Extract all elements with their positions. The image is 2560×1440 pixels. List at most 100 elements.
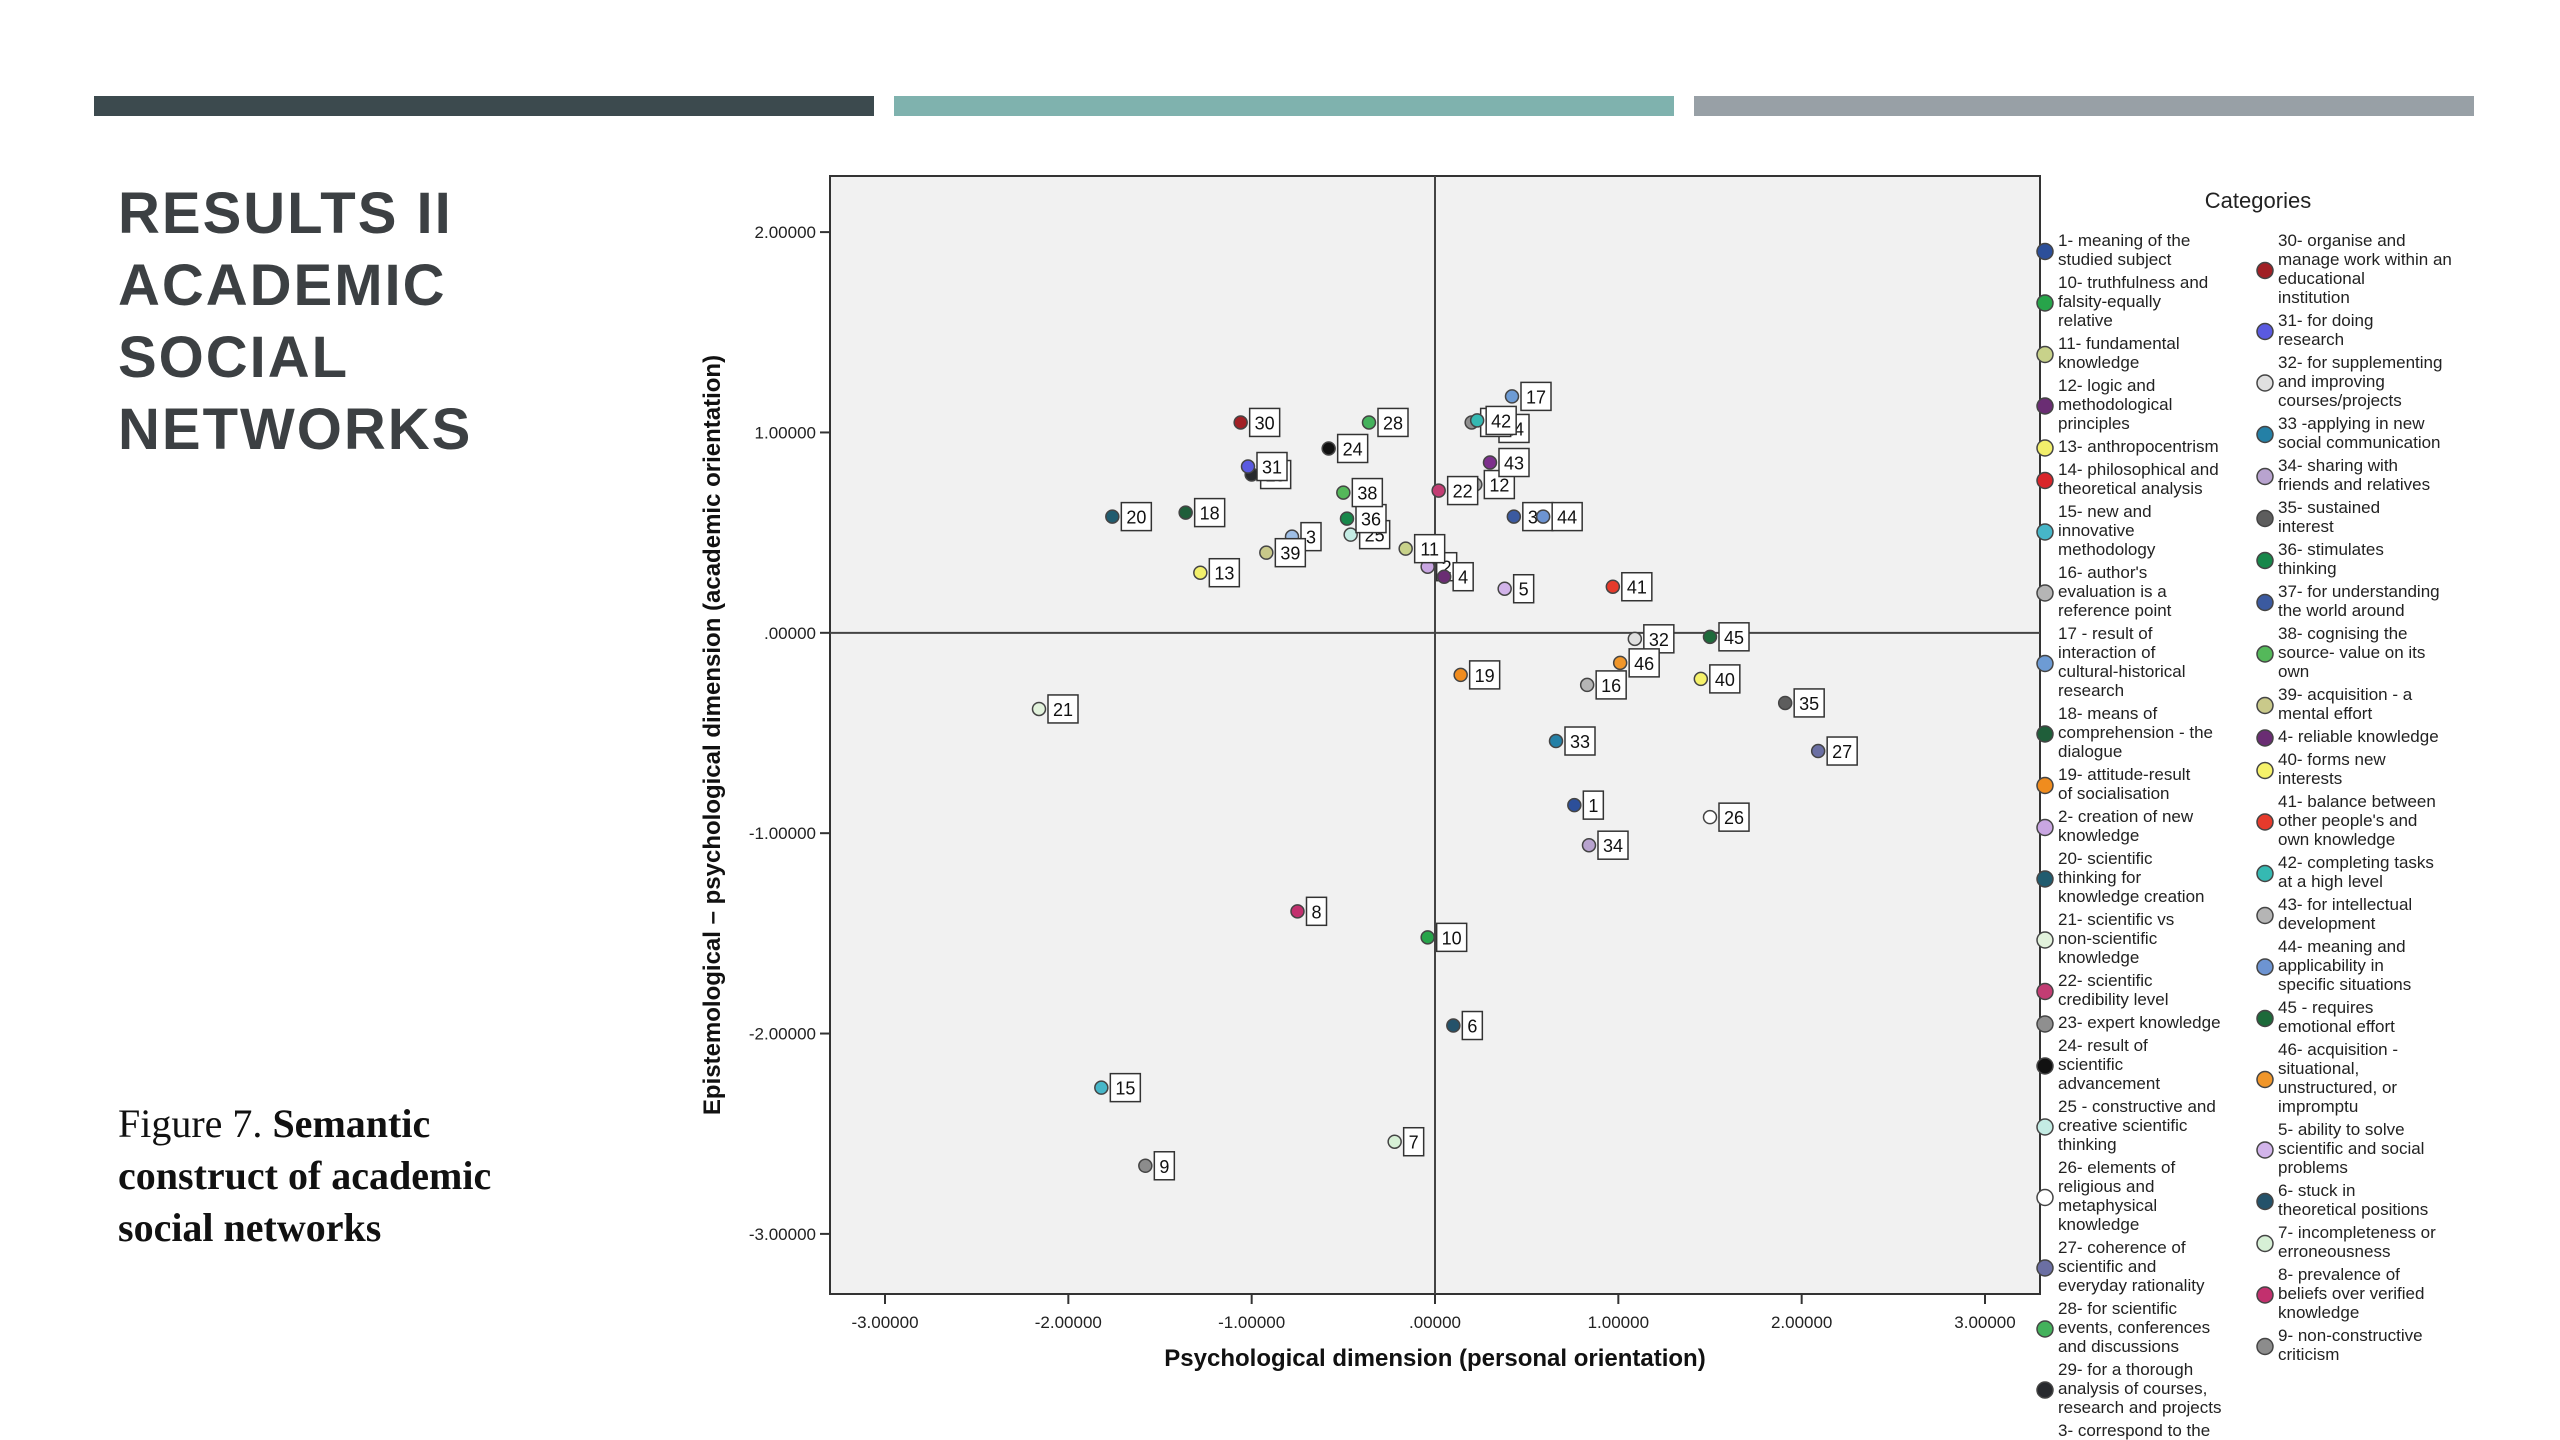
point-label: 2 [1442,558,1452,578]
y-tick-label: -1.00000 [749,824,816,843]
data-point-8: 8 [1290,896,1328,927]
legend-item: 34- sharing with friends and relatives [2256,456,2430,494]
point-label-box [1305,896,1328,927]
legend-item: 35- sustained interest [2256,498,2380,536]
y-tick-label: 1.00000 [755,423,816,442]
caption-text: Semantic construct of academic social ne… [118,1101,492,1250]
data-point-15: 15 [1094,1072,1142,1103]
accent-bar-gray [1694,96,2474,116]
legend-label: 40- forms new interests [2278,750,2386,788]
figure-caption: Figure 7. Semantic construct of academic… [118,1098,518,1254]
point-label-box [1435,922,1468,953]
point-label-box [1582,790,1605,820]
point-marker [1193,565,1208,580]
point-label: 3 [1306,528,1316,548]
legend-label: 12- logic and methodological principles [2058,376,2172,433]
legend-swatch [2036,776,2054,795]
point-marker [1398,541,1413,556]
point-label-box [1520,381,1552,412]
x-tick-label: -1.00000 [1218,1313,1285,1332]
legend-label: 3- correspond to theneeds of academicsoc… [2058,1421,2210,1440]
y-tick-label: -2.00000 [749,1025,816,1044]
data-point-35: 35 [1777,688,1825,718]
legend-label: 1- meaning of the studied subject [2058,231,2190,269]
point-label-box [1351,477,1384,508]
legend-item: 40- forms new interests [2256,750,2386,788]
point-marker [1579,677,1595,693]
point-label: 16 [1601,676,1621,696]
legend-swatch [2256,322,2274,341]
legend-item: 28- for scientific events, conferences and… [2036,1299,2210,1356]
legend-label: 16- author's evaluation is a reference poi… [2058,563,2172,620]
legend-label: 20- scientific thinking for knowledge crea… [2058,849,2204,906]
legend-label: 18- means of comprehension - the dialogue [2058,704,2213,761]
point-marker [1420,930,1435,945]
point-marker [1581,837,1597,853]
point-label-box [1208,557,1241,588]
point-label: 41 [1627,578,1647,598]
data-point-17: 17 [1504,381,1552,412]
point-label-box [1336,433,1369,464]
point-label-box [1452,561,1474,592]
point-marker [1506,509,1522,524]
point-label: 10 [1442,928,1462,948]
point-label: 39 [1280,544,1300,564]
legend-swatch [2256,593,2274,612]
point-marker [1535,509,1551,524]
legend-item: 1- meaning of the studied subject [2036,231,2190,269]
point-label: 8 [1311,902,1321,922]
data-point-21: 21 [1031,694,1079,724]
legend-label: 45 - requires emotional effort [2278,998,2395,1036]
legend-label: 17 - result of interaction of cultural-his… [2058,624,2186,700]
legend-label: 46- acquisition -situational, unstructure… [2278,1040,2398,1116]
point-label-box [1595,670,1627,700]
legend-label: 38- cognising the source- value on its own [2278,624,2425,681]
legend-swatch [2256,864,2274,883]
point-marker [1504,389,1520,404]
legend-swatch [2256,509,2274,528]
data-point-46: 46 [1612,648,1660,678]
legend-title: Categories [2205,188,2311,213]
point-label: 27 [1832,742,1852,762]
point-marker [1259,545,1274,560]
legend-item: 26- elements of religious and metaphysical… [2036,1158,2175,1234]
legend-swatch [2036,1320,2054,1338]
legend-swatch [2256,1192,2274,1211]
data-point-28: 28 [1361,407,1409,438]
legend-label: 43- for intellectual development [2278,895,2412,933]
point-label: 46 [1634,654,1654,674]
legend-label: 23- expert knowledge [2058,1013,2221,1032]
point-marker [1290,904,1305,919]
legend-label: 4- reliable knowledge [2278,727,2439,746]
point-label: 13 [1214,564,1234,584]
data-point-24: 24 [1321,433,1369,464]
data-point-41: 41 [1605,571,1653,602]
legend-swatch [2256,696,2274,715]
slide-title: RESULTS II ACADEMIC SOCIAL NETWORKS [118,181,473,462]
legend-label: 10- truthfulness and falsity-equally relat… [2058,273,2208,330]
point-marker [1702,809,1718,825]
point-label: 5 [1519,580,1529,600]
legend-swatch [2256,906,2274,925]
x-tick-label: .00000 [1409,1313,1461,1332]
legend-item: 42- completing tasks at a high level [2256,853,2434,891]
legend-item: 36- stimulates thinking [2256,540,2384,578]
legend-label: 2- creation of new knowledge [2058,807,2194,845]
legend-item: 39- acquisition - a mental effort [2256,685,2413,723]
legend-label: 6- stuck in theoretical positions [2278,1181,2428,1219]
legend-item: 3- correspond to theneeds of academicsoc… [2058,1421,2210,1440]
legend-label: 25 - constructive and creative scientific… [2058,1097,2216,1154]
point-label: 9 [1159,1157,1169,1177]
legend-item: 17 - result of interaction of cultural-his… [2036,624,2186,700]
legend-label: 44- meaning and applicability in specific … [2278,937,2411,994]
point-label-box [1413,533,1446,564]
legend-swatch [2036,931,2054,949]
legend-label: 21- scientific vs non-scientific knowledge [2058,910,2174,967]
legend-item: 13- anthropocentrism [2036,437,2219,457]
legend-swatch [2036,242,2054,261]
legend-item: 29- for a thorough analysis of courses, re… [2036,1360,2221,1417]
legend-swatch [2036,818,2054,837]
legend-item: 25 - constructive and creative scientific… [2036,1097,2216,1154]
data-point-9: 9 [1138,1151,1176,1181]
data-point-32: 32 [1627,624,1675,654]
